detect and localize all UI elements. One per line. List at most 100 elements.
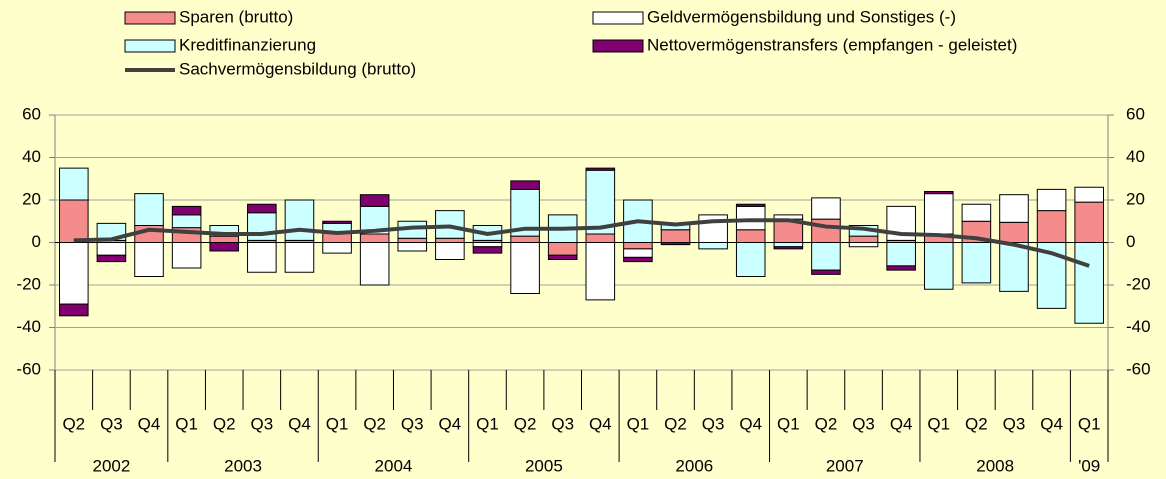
bar <box>585 233 616 243</box>
x-tick-label: Q3 <box>852 414 875 433</box>
legend-label: Nettovermögenstransfers (empfangen - gel… <box>647 35 1017 54</box>
bar <box>247 203 277 214</box>
x-group-label: 2008 <box>976 456 1014 475</box>
x-group-label: 2006 <box>675 456 713 475</box>
bar <box>96 254 127 263</box>
x-tick-label: Q1 <box>627 414 650 433</box>
x-group-label: 2003 <box>224 456 262 475</box>
bar <box>284 199 315 241</box>
line <box>73 218 1090 268</box>
x-tick-label: Q3 <box>100 414 123 433</box>
legend-label: Kreditfinanzierung <box>179 35 316 54</box>
x-group-label: 2004 <box>375 456 413 475</box>
x-tick-label: Q2 <box>514 414 537 433</box>
y2-tick-label: -40 <box>1126 317 1151 336</box>
y2-tick-label: 60 <box>1126 104 1145 123</box>
bar <box>134 193 164 226</box>
bar <box>811 218 841 243</box>
bar <box>247 242 277 273</box>
bar <box>435 242 465 260</box>
bar <box>397 237 428 243</box>
x-tick-label: Q1 <box>476 414 499 433</box>
bar <box>999 194 1029 223</box>
bar <box>1036 188 1067 212</box>
bar <box>209 235 240 243</box>
y-tick-label: -40 <box>16 317 41 336</box>
bar <box>59 242 89 305</box>
bar <box>999 221 1029 243</box>
bar <box>59 167 89 201</box>
legend-label: Geldvermögensbildung und Sonstiges (-) <box>647 7 956 26</box>
bar <box>359 233 390 243</box>
bar <box>585 167 616 171</box>
x-tick-label: Q4 <box>589 414 612 433</box>
bar <box>886 242 916 267</box>
x-tick-label: Q2 <box>664 414 687 433</box>
bar <box>322 220 352 224</box>
legend-swatch <box>124 39 176 53</box>
x-tick-label: Q1 <box>175 414 198 433</box>
x-tick-label: Q3 <box>401 414 424 433</box>
legend-swatch <box>592 11 644 25</box>
bar <box>735 205 766 231</box>
bar <box>247 212 277 241</box>
x-tick-label: Q1 <box>326 414 349 433</box>
y2-tick-label: -20 <box>1126 274 1151 293</box>
x-tick-label: Q4 <box>890 414 913 433</box>
bar <box>209 225 240 237</box>
bar <box>359 242 390 286</box>
x-tick-label: Q2 <box>213 414 236 433</box>
bar <box>171 242 202 269</box>
bar <box>435 210 465 239</box>
legend-label: Sachvermögensbildung (brutto) <box>179 59 416 78</box>
bar <box>435 237 465 243</box>
bar <box>397 242 428 252</box>
bar <box>848 242 879 248</box>
bar <box>510 242 540 294</box>
bar <box>923 193 954 235</box>
bar <box>698 242 728 250</box>
x-tick-label: Q4 <box>1040 414 1063 433</box>
bar <box>1074 242 1104 324</box>
x-tick-label: Q4 <box>138 414 161 433</box>
x-tick-label: Q4 <box>739 414 762 433</box>
bar <box>359 194 390 207</box>
x-tick-label: Q2 <box>363 414 386 433</box>
y2-tick-label: -60 <box>1126 359 1151 378</box>
x-tick-label: Q1 <box>777 414 800 433</box>
bar <box>1074 201 1104 243</box>
bar <box>811 197 841 220</box>
y-tick-label: 60 <box>22 104 41 123</box>
y2-tick-label: 40 <box>1126 147 1145 166</box>
bar <box>585 169 616 235</box>
bar <box>999 242 1029 292</box>
bar <box>660 229 691 243</box>
x-tick-label: Q4 <box>439 414 462 433</box>
bar <box>623 248 653 258</box>
bar <box>848 235 879 243</box>
x-group-label: 2002 <box>92 456 130 475</box>
bar <box>1074 186 1104 203</box>
x-tick-label: Q1 <box>927 414 950 433</box>
bar <box>472 242 503 248</box>
legend-swatch <box>124 11 176 25</box>
legend-label: Sparen (brutto) <box>179 7 293 26</box>
x-tick-label: Q3 <box>250 414 273 433</box>
x-group-label: 2007 <box>826 456 864 475</box>
bar <box>510 180 540 190</box>
bar <box>59 199 89 243</box>
x-tick-label: Q1 <box>1078 414 1101 433</box>
bar <box>510 235 540 243</box>
bar <box>923 242 954 290</box>
x-tick-label: Q3 <box>551 414 574 433</box>
bar <box>623 256 653 263</box>
bar <box>923 191 954 195</box>
bar <box>1036 210 1067 243</box>
x-tick-label: Q2 <box>965 414 988 433</box>
bar <box>134 242 164 277</box>
bar <box>773 246 804 250</box>
bar <box>585 242 616 301</box>
x-tick-label: Q4 <box>288 414 311 433</box>
bar <box>811 242 841 271</box>
